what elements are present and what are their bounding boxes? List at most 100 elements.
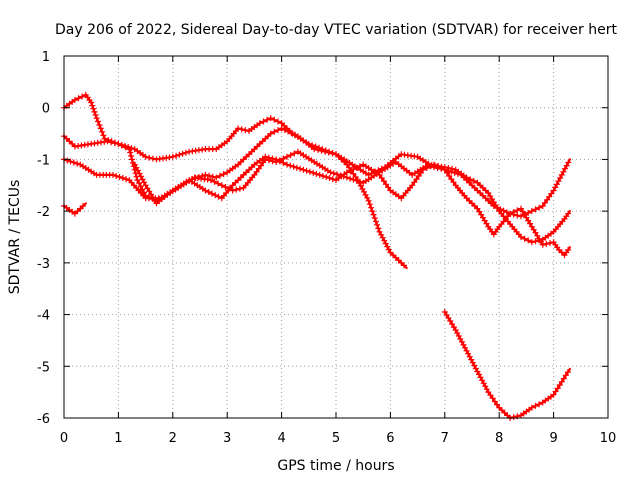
x-tick-label: 0 [60,431,68,446]
plus-marker [290,163,297,170]
plus-marker [470,178,477,184]
plus-marker [503,209,510,216]
x-tick-label: 5 [332,431,340,446]
plus-marker [74,160,81,167]
plus-marker [100,132,107,139]
plus-marker [303,167,310,174]
plus-marker [525,237,532,244]
y-tick-label: 1 [42,50,50,65]
plus-marker [119,175,126,181]
plus-marker [557,175,564,181]
plus-marker [521,235,528,242]
plus-marker [271,116,278,123]
plus-marker [70,159,77,166]
plus-marker [518,213,524,220]
x-tick-label: 8 [495,431,503,446]
plus-marker [371,215,378,221]
plus-marker [95,118,101,125]
plus-marker [322,148,329,155]
plus-marker [267,130,274,137]
markers-track-c [61,148,572,246]
plus-marker [104,138,111,145]
plus-marker [541,199,548,206]
plus-marker [134,177,141,184]
plus-marker [255,165,262,172]
plus-marker [127,149,134,156]
x-tick-label: 7 [441,431,449,446]
plus-marker [262,153,269,160]
plus-marker [71,97,78,103]
plus-marker [347,167,354,174]
plus-marker [205,189,212,195]
plus-marker [96,122,103,128]
plus-marker [207,177,214,184]
plus-marker [325,149,332,156]
plus-marker [383,181,389,188]
x-tick-label: 10 [600,431,617,446]
plus-marker [554,385,561,392]
plus-marker [111,140,118,147]
y-tick-label: -1 [37,153,50,168]
markers-track-f [441,309,571,421]
plus-marker [448,176,455,183]
plus-marker [343,174,350,181]
plus-marker [334,171,341,178]
plus-marker [427,163,434,170]
plus-marker [280,159,287,166]
plus-marker [532,238,539,245]
plus-marker [300,166,307,173]
plus-marker [306,168,313,175]
plus-marker [169,153,176,160]
plus-marker [376,171,383,178]
plus-marker [260,118,267,125]
markers-track-e [61,203,86,217]
y-tick-label: -3 [37,257,50,272]
plus-marker [528,239,535,246]
plus-marker [514,207,521,214]
plus-marker [544,196,551,203]
plus-marker [423,165,430,171]
plus-marker [417,169,424,176]
plus-marker [380,178,387,185]
plus-marker [489,395,496,402]
plus-marker [347,175,354,182]
plus-marker [64,157,71,164]
plus-marker [238,126,245,133]
plus-marker [564,369,571,376]
x-tick-label: 4 [277,431,285,446]
plus-marker [99,128,106,135]
plus-marker [119,142,125,149]
plus-marker [97,125,104,132]
plus-marker [560,375,567,382]
plus-marker [555,178,562,185]
plus-marker [209,190,215,197]
plus-marker [318,147,325,154]
plus-marker [256,120,263,127]
y-tick-label: -4 [37,309,50,324]
plus-marker [552,388,559,395]
plus-marker [329,176,336,183]
plus-marker [413,176,420,183]
plus-marker [313,170,320,177]
plus-marker [108,139,115,146]
plus-marker [220,171,227,178]
plus-marker [441,166,448,173]
plus-marker [146,154,153,161]
plus-marker [122,144,129,151]
plus-marker [173,152,180,159]
plus-marker [562,372,569,379]
plus-marker [562,165,568,172]
chart-title: Day 206 of 2022, Sidereal Day-to-day VTE… [55,22,617,38]
plus-marker [556,382,563,388]
plus-marker [293,164,300,171]
x-tick-label: 3 [223,431,231,446]
plus-marker [327,169,334,176]
plus-marker [176,151,183,158]
plus-marker [215,193,222,200]
plus-marker [212,192,219,199]
plus-marker [67,158,74,165]
plus-marker [528,208,535,215]
plus-marker [565,210,572,217]
plus-marker [273,156,280,163]
plus-marker [148,191,154,198]
